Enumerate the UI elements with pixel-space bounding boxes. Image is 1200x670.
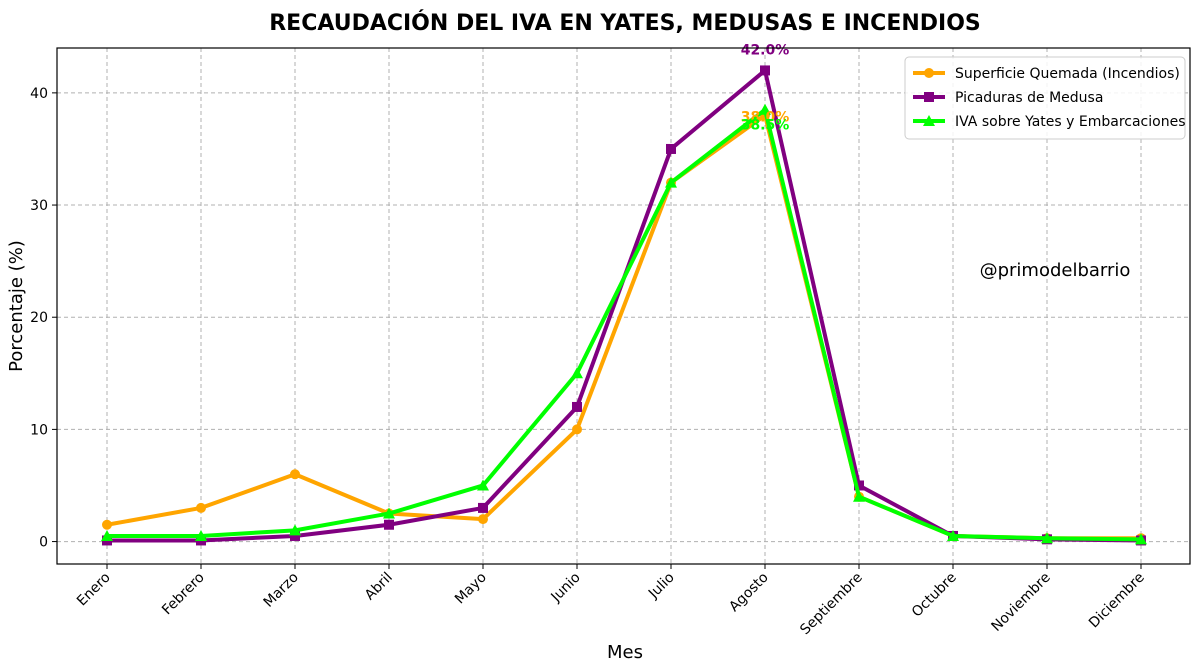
legend-label: Picaduras de Medusa: [955, 90, 1103, 106]
data-point: [478, 502, 488, 513]
x-tick-label: Agosto: [726, 570, 772, 616]
y-tick-label: 20: [30, 310, 48, 326]
x-tick-label: Abril: [362, 570, 396, 604]
y-tick-label: 10: [30, 422, 48, 438]
y-tick-label: 0: [39, 535, 48, 551]
data-point: [760, 65, 770, 76]
legend-swatch-marker: [924, 68, 934, 78]
y-tick-label: 30: [30, 198, 48, 214]
x-tick-label: Octubre: [909, 570, 960, 621]
watermark: @primodelbarrio: [980, 260, 1131, 281]
series-layer: [101, 65, 1147, 546]
data-label: 38.5%: [741, 118, 790, 134]
data-label: 38.0%: [741, 109, 790, 125]
data-point: [101, 529, 113, 541]
data-point: [1041, 532, 1053, 544]
data-point: [477, 479, 489, 491]
data-point: [195, 529, 207, 541]
data-point: [196, 502, 206, 513]
data-point: [384, 519, 394, 530]
data-point: [102, 519, 112, 530]
x-tick-label: Julio: [645, 570, 678, 603]
x-tick-label: Septiembre: [797, 570, 866, 639]
data-point: [289, 524, 301, 536]
legend-swatch-marker: [923, 115, 935, 126]
data-point: [290, 469, 300, 480]
x-tick-label: Junio: [548, 570, 584, 606]
chart-title: RECAUDACIÓN DEL IVA EN YATES, MEDUSAS E …: [269, 10, 981, 36]
x-tick-label: Marzo: [261, 570, 302, 611]
legend-label: Superficie Quemada (Incendios): [955, 66, 1180, 82]
plot-frame: [56, 47, 1191, 565]
x-tick-label: Enero: [74, 570, 114, 610]
data-point: [572, 401, 582, 412]
x-axis: Enero Febrero Marzo Abril Mayo Junio Julio Agos…: [74, 564, 1148, 638]
series-line: [105, 113, 1143, 541]
series-2: [101, 103, 1147, 545]
data-point: [853, 490, 865, 502]
y-axis: 0 10 20 30 40: [30, 86, 57, 551]
legend-label: IVA sobre Yates y Embarcaciones: [955, 114, 1186, 130]
data-point: [1135, 533, 1147, 545]
data-point: [383, 507, 395, 519]
data-point: [854, 480, 864, 491]
annotations: 42.0% 38.0%38.5%: [741, 42, 790, 133]
data-label: 42.0%: [741, 42, 790, 58]
x-axis-label: Mes: [607, 642, 643, 663]
legend-swatch-marker: [924, 92, 934, 102]
x-tick-label: Febrero: [159, 570, 208, 619]
data-point: [666, 143, 676, 154]
data-point: [290, 530, 300, 541]
data-point: [947, 529, 959, 541]
series-line: [105, 107, 1143, 542]
data-point: [571, 367, 583, 379]
data-point: [665, 176, 677, 188]
x-tick-label: Noviembre: [988, 570, 1053, 635]
data-point: [759, 103, 771, 115]
x-tick-label: Diciembre: [1086, 570, 1148, 632]
data-point: [478, 514, 488, 525]
legend: Superficie Quemada (Incendios) Picaduras …: [904, 56, 1186, 140]
x-tick-label: Mayo: [452, 570, 490, 608]
legend-box: [904, 56, 1186, 140]
y-tick-label: 40: [30, 86, 48, 102]
y-axis-label: Porcentaje (%): [6, 240, 27, 372]
series-0: [102, 110, 1146, 544]
data-point: [572, 424, 582, 435]
